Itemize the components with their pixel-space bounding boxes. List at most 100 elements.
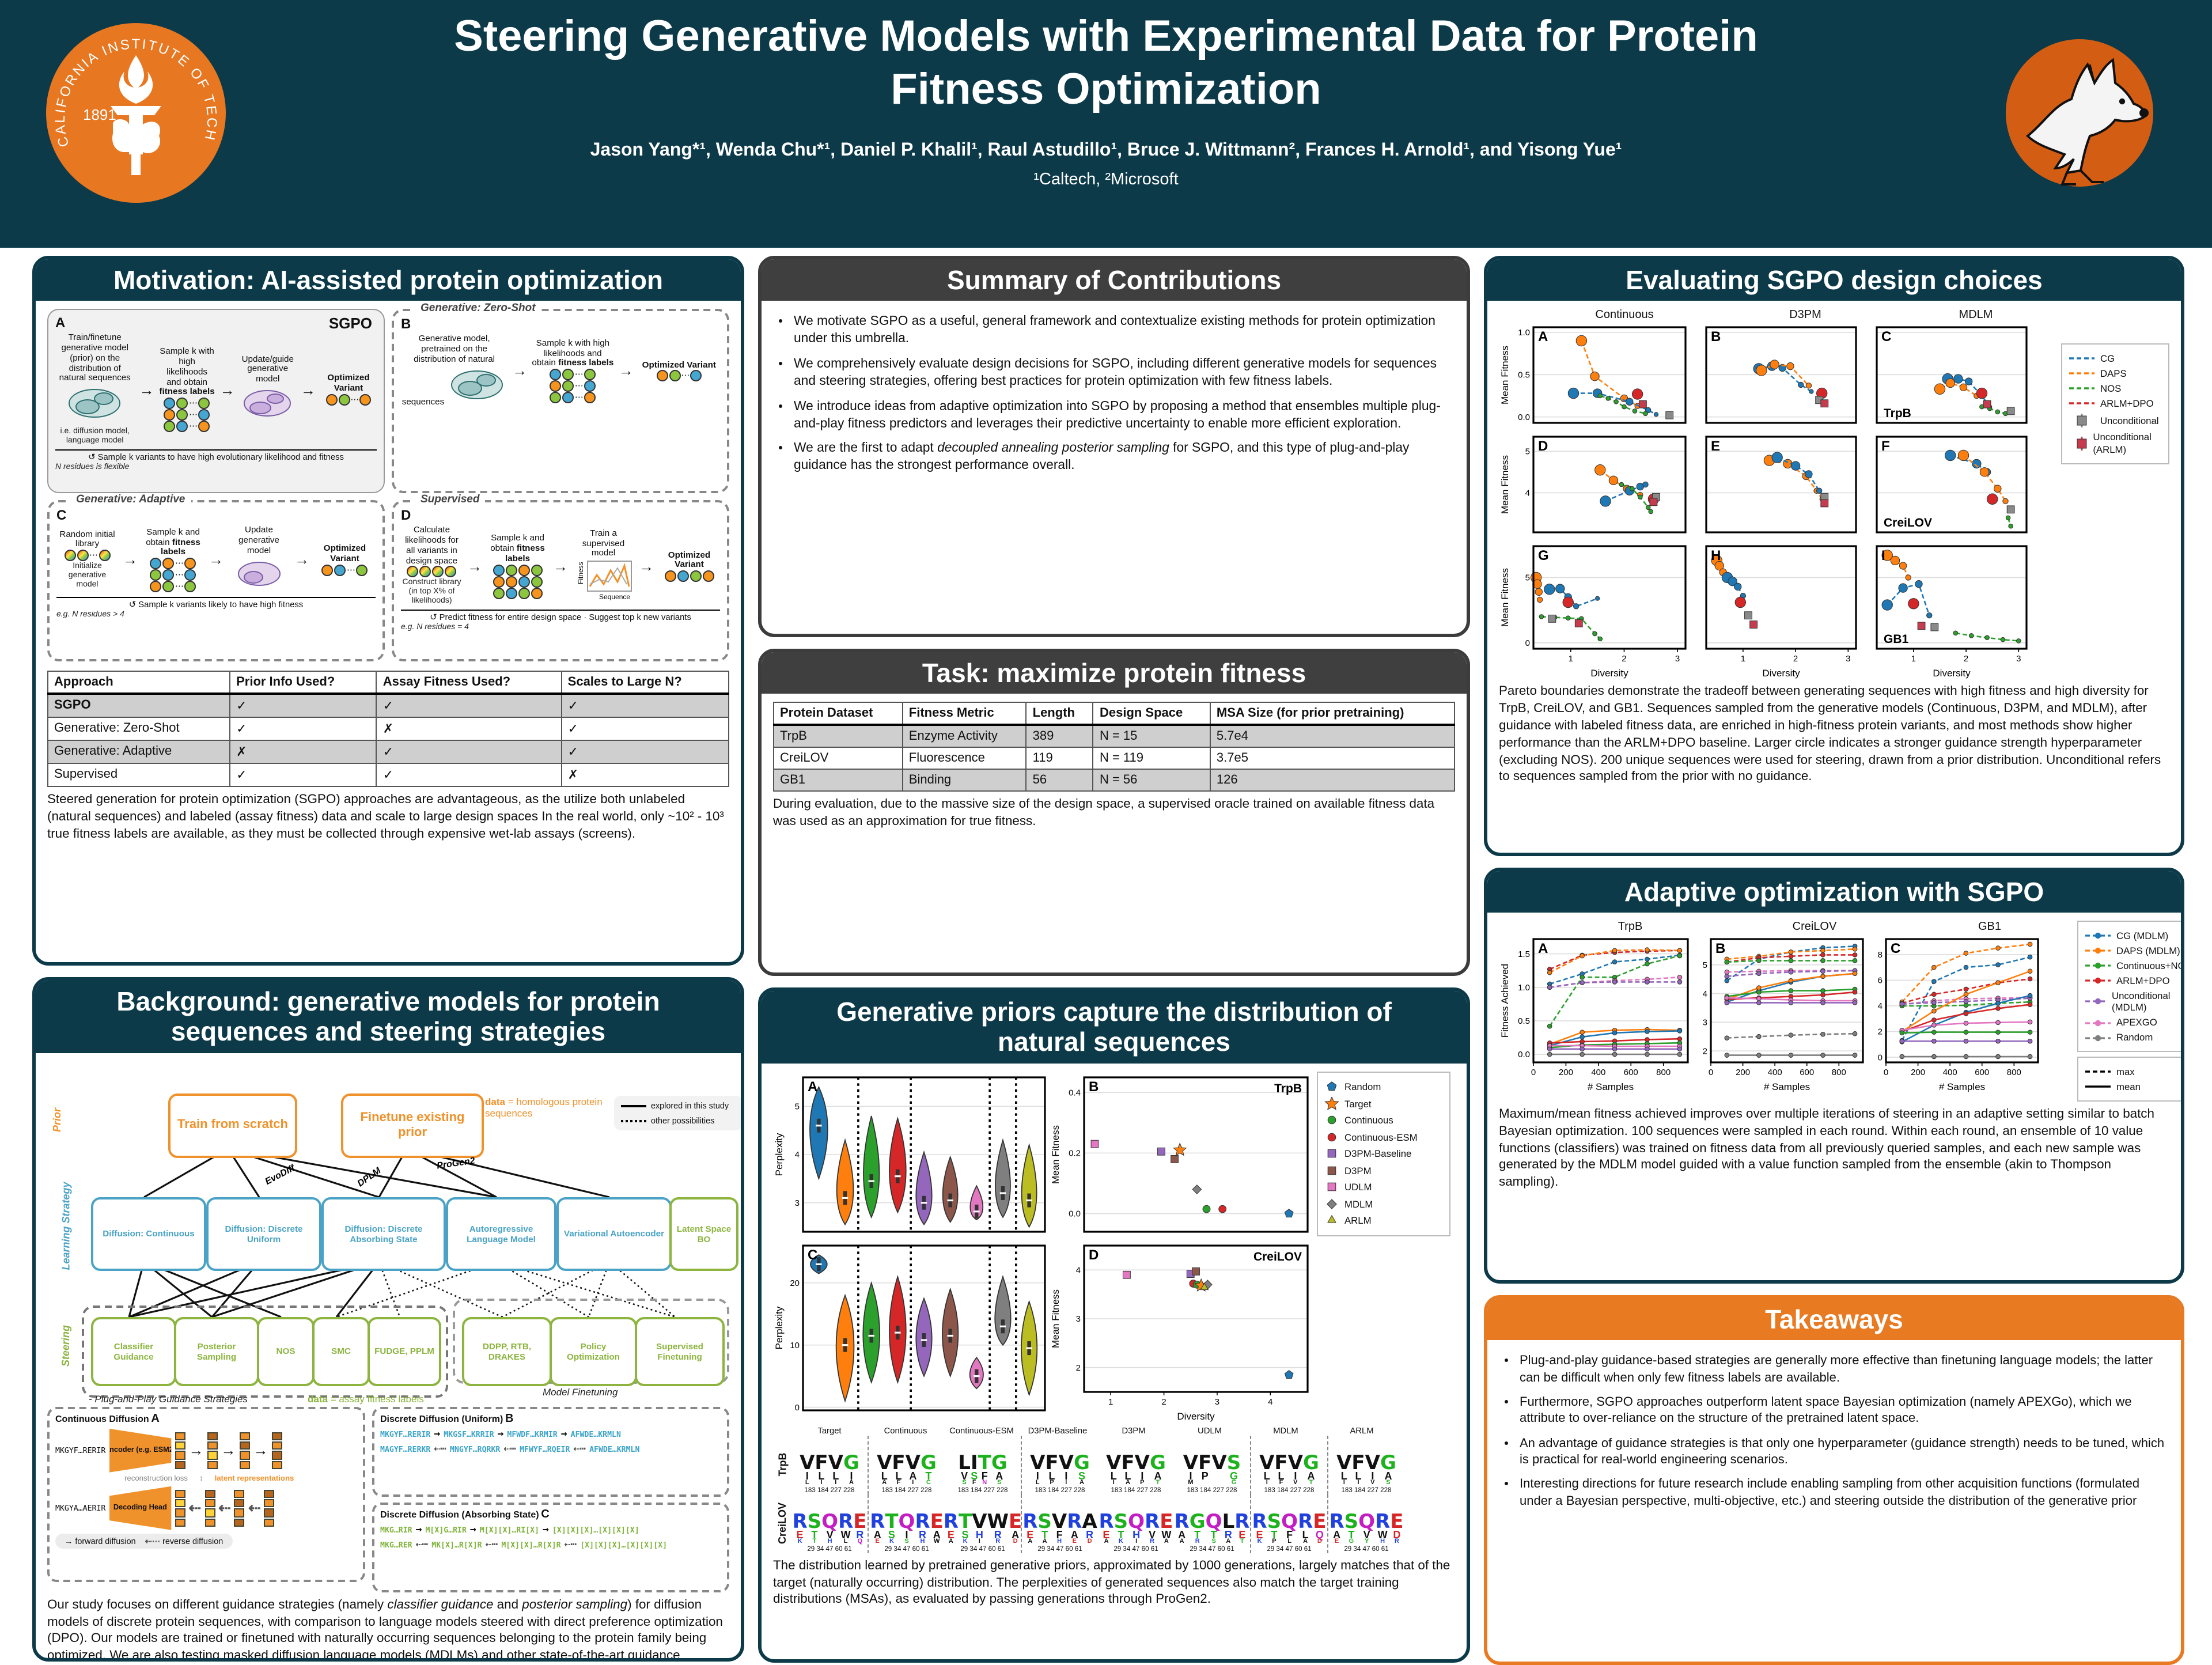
pareto-plot-h: 1 2 3 H Diversity [1705,546,1857,679]
column-header: Assay Fitness Used? [376,671,562,695]
logo-row: TrpB V I L F L I V L I G I A 183 184 227 228 V L A F L F V A I… [773,1435,1455,1494]
sgpo-loop-label: ↺ Sample k variants to have high evoluti… [55,449,377,462]
legend-item: Continuous-ESM [1324,1130,1444,1144]
evaluating-caption: Pareto boundaries demonstrate the tradeo… [1499,684,2161,784]
density-plot-icon [69,389,121,418]
svg-text:10: 10 [790,1341,800,1350]
svg-text:2: 2 [1703,1047,1707,1057]
legend-item: Unconditional (MDLM) [2084,990,2181,1014]
svg-text:Diversity: Diversity [1177,1411,1215,1422]
legend-item: MDLM [1324,1197,1444,1211]
column-header: Design Space [1092,702,1211,726]
table-cell: 5.7e4 [1209,724,1456,748]
logo-positions: 183 184 227 228 [957,1487,1008,1494]
fitness-diversity-scatter-trpb: 0.0 0.2 0.4 B TrpB Mean Fitness [1050,1076,1309,1233]
table-cell: ✓ [560,740,730,765]
model-finetuning-label: Model Finetuning [543,1386,618,1398]
svg-text:5: 5 [1703,961,1707,971]
discrete-uniform-diagram: Discrete Diffusion (Uniform) B MKGYF…RER… [372,1406,729,1497]
legend-item: Target [1324,1096,1444,1111]
svg-text:2: 2 [1878,1028,1883,1038]
svg-text:GB1: GB1 [1884,633,1909,646]
figure-c-adaptive: Generative: Adaptive C Random initial li… [47,493,385,662]
legend-label: UDLM [1344,1181,1372,1193]
approach-comparison-table: Approach Prior Info Used? Assay Fitness Us… [47,671,730,788]
svg-text:0.0: 0.0 [1069,1209,1081,1219]
svg-text:5: 5 [1525,447,1530,457]
discrete-absorbing-diagram: Discrete Diffusion (Absorbing State) C M… [372,1502,729,1592]
logo-model-title: UDLM [1198,1425,1222,1436]
svg-text:0: 0 [1709,1068,1713,1078]
table-cell: Fluorescence [902,747,1027,770]
svg-text:400: 400 [1768,1068,1782,1078]
diffusion-diagrams: Continuous Diffusion A MKGYF…RERIR Encod… [47,1406,729,1592]
svg-text:# Samples: # Samples [1939,1082,1985,1093]
list-item: An advantage of guidance strategies is t… [1520,1435,2169,1468]
svg-text:C: C [1891,941,1900,957]
box-variational-autoencoder: Variational Autoencoder [556,1197,672,1271]
legend-item: Unconditional [2068,413,2162,429]
table-row: CreiLOV Fluorescence 119 N = 119 3.7e5 [773,747,1456,770]
svg-text:A: A [1538,941,1548,957]
logo-cell: R E A S T K Q H I R V R E W A 29 34 47 60 61 [1099,1511,1173,1553]
box-ddpp-rtb-drakes: DDPP, RTB, DRAKES [462,1316,552,1386]
table-cell: Binding [902,769,1027,792]
sequence-text: MKGYF…RERIR [380,1429,431,1439]
svg-text:D: D [1089,1247,1099,1263]
svg-text:200: 200 [1911,1068,1925,1078]
svg-text:200: 200 [1736,1068,1750,1078]
svg-text:Fitness: Fitness [577,562,585,585]
svg-text:6: 6 [1878,976,1883,986]
legend-label: CG [2100,352,2115,364]
legend-label: ARLM+DPO [2100,397,2154,409]
svg-text:F: F [1881,439,1890,455]
list-item: Furthermore, SGPO approaches outperform … [1520,1394,2169,1427]
torch-hand-icon [112,119,161,153]
list-item: We introduce ideas from adaptive optimiz… [794,399,1455,433]
svg-text:5: 5 [795,1102,800,1111]
sequence-text: MFWDF…KRMIR [507,1429,558,1439]
legend-item: D3PM-Baseline [1324,1147,1444,1161]
table-cell: 389 [1025,724,1094,748]
svg-text:D: D [1538,439,1548,455]
figure-d-supervised: Supervised D Calculate likelihoods for a… [392,493,729,662]
svg-text:0: 0 [795,1403,800,1413]
svg-text:600: 600 [1975,1068,1989,1078]
table-row: Generative: Zero-Shot ✓ ✗ ✓ [47,717,730,741]
sgpo-label: SGPO [328,315,372,332]
sequence-text: [X][X][X]…[X][X][X] [580,1540,668,1550]
svg-text:600: 600 [1800,1068,1814,1078]
table-cell: N = 56 [1092,769,1211,792]
svg-text:4: 4 [1268,1397,1272,1407]
box-diffusion-discrete-absorbing: Diffusion: Discrete Absorbing State [321,1197,446,1271]
logo-positions: 183 184 227 228 [804,1487,855,1494]
table-cell: CreiLOV [773,747,903,770]
legend-label: Continuous-ESM [1344,1131,1418,1143]
priors-header: Generative priors capture the distributi… [762,991,1467,1064]
legend-label: DAPS (MDLM) [2116,944,2180,956]
priors-caption: The distribution learned by pretrained g… [773,1558,1450,1607]
legend-label: CG (MDLM) [2116,929,2169,941]
logo-positions: 183 184 227 228 [881,1487,932,1494]
table-cell: ✓ [376,763,562,788]
motivation-figure: A SGPO Train/finetune generative model (… [47,302,729,662]
background-flowchart: Prior Learning Strategy Steering Train f… [47,1061,741,1405]
sequence-text: M[X][X]…R[X]R [501,1540,561,1550]
svg-text:Mean Fitness: Mean Fitness [1499,456,1510,514]
logo-model-title: MDLM [1273,1425,1298,1436]
table-cell: ✓ [229,763,377,788]
list-item: We are the first to adapt decoupled anne… [794,441,1455,475]
box-finetune-existing-prior: Finetune existing prior [341,1093,484,1158]
box-smc: SMC [312,1316,370,1386]
table-header-row: Protein Dataset Fitness Metric Length Desig… [773,702,1456,726]
logo-model-titles: Target Continuous Continuous-ESM D3PM-Basel… [773,1425,1455,1436]
takeaways-bullet-list: Plug-and-play guidance-based strategies … [1499,1353,2169,1518]
tier-prior: Prior [51,1107,63,1132]
table-row: GB1 Binding 56 N = 56 126 [773,769,1456,792]
box-train-from-scratch: Train from scratch [168,1093,297,1158]
continuous-diffusion-diagram: Continuous Diffusion A MKGYF…RERIR Encod… [47,1406,365,1582]
svg-text:# Samples: # Samples [1764,1082,1810,1093]
seal-year: 1891 [83,106,116,123]
motivation-header: Motivation: AI-assisted protein optimiza… [36,259,741,301]
